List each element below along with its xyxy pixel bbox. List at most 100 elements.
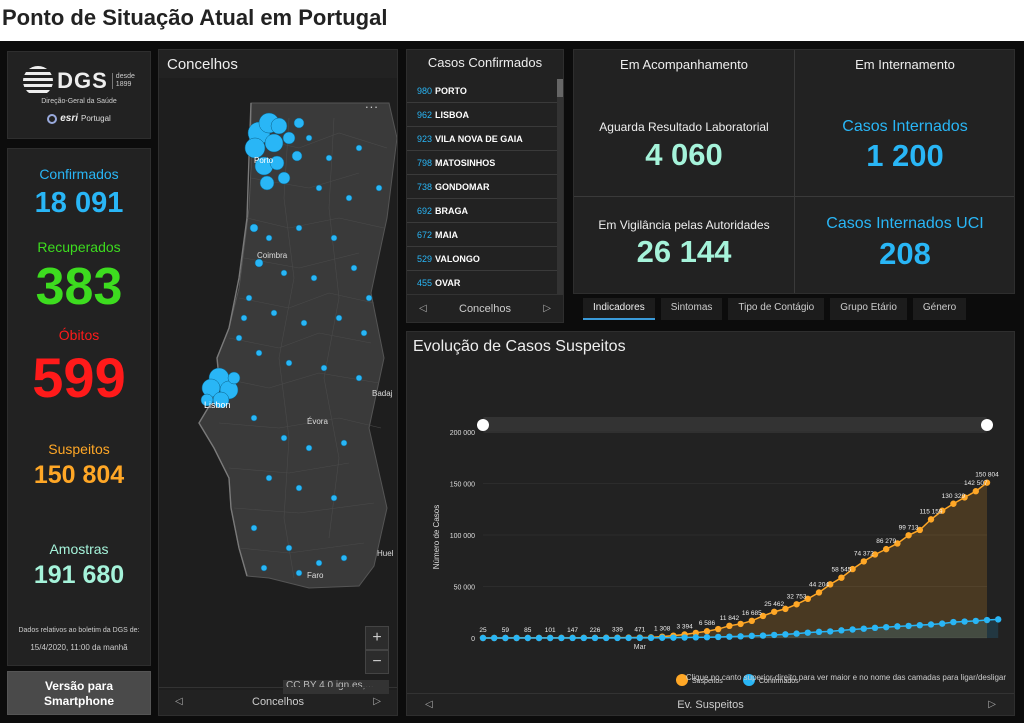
data-point-confirmados[interactable]: [547, 634, 554, 642]
case-list-item[interactable]: 672 MAIA: [407, 223, 557, 247]
data-point-suspeitos[interactable]: [692, 629, 699, 637]
tab-indicadores[interactable]: Indicadores: [583, 298, 655, 320]
range-slider-right-handle[interactable]: [981, 419, 993, 431]
data-point-suspeitos[interactable]: [782, 605, 789, 613]
data-point-confirmados[interactable]: [636, 634, 643, 642]
data-point-confirmados[interactable]: [703, 633, 711, 641]
zoom-in-button[interactable]: +: [365, 626, 389, 650]
data-point-suspeitos[interactable]: [905, 532, 912, 539]
case-list-item[interactable]: 798 MATOSINHOS: [407, 151, 557, 175]
data-point-confirmados[interactable]: [491, 634, 498, 642]
data-point-confirmados[interactable]: [950, 618, 957, 626]
data-point-suspeitos[interactable]: [759, 612, 767, 620]
data-point-confirmados[interactable]: [939, 620, 946, 627]
data-point-confirmados[interactable]: [961, 618, 968, 625]
data-point-confirmados[interactable]: [871, 624, 879, 632]
data-point-confirmados[interactable]: [793, 630, 800, 637]
case-list-item[interactable]: 455 OVAR: [407, 271, 557, 295]
cases-prev-icon[interactable]: ◁: [419, 303, 427, 314]
suspected-cases-chart[interactable]: 0 50 000 100 000 150 000 200 000 Número de Ca…: [407, 362, 1014, 697]
map-more-icon[interactable]: ...: [365, 96, 379, 111]
data-point-confirmados[interactable]: [883, 623, 890, 631]
data-point-confirmados[interactable]: [782, 631, 789, 638]
data-point-confirmados[interactable]: [849, 626, 856, 633]
data-point-confirmados[interactable]: [692, 634, 699, 641]
data-point-confirmados[interactable]: [916, 621, 923, 629]
range-slider-left-handle[interactable]: [477, 419, 489, 431]
case-list-item[interactable]: 529 VALONGO: [407, 247, 557, 271]
data-point-confirmados[interactable]: [838, 627, 845, 634]
legend-marker-suspeitos[interactable]: [676, 674, 688, 686]
case-list-item[interactable]: 692 BRAGA: [407, 199, 557, 223]
data-point-confirmados[interactable]: [860, 625, 867, 632]
data-point-suspeitos[interactable]: [860, 558, 867, 565]
data-point-confirmados[interactable]: [995, 616, 1002, 623]
data-point-confirmados[interactable]: [737, 633, 744, 640]
data-point-suspeitos[interactable]: [804, 595, 811, 603]
cases-scrollbar[interactable]: [557, 79, 563, 294]
data-point-suspeitos[interactable]: [927, 516, 935, 523]
zoom-out-button[interactable]: −: [365, 650, 389, 674]
data-point-confirmados[interactable]: [726, 633, 733, 640]
data-point-confirmados[interactable]: [715, 633, 722, 641]
portugal-map[interactable]: Porto Coimbra Lisbon Évora Faro Badaj Hu…: [159, 78, 397, 690]
data-point-suspeitos[interactable]: [827, 581, 834, 588]
data-point-confirmados[interactable]: [905, 622, 912, 630]
data-point-suspeitos[interactable]: [793, 601, 800, 608]
case-list-item[interactable]: 980 PORTO: [407, 79, 557, 103]
map-prev-icon[interactable]: ◁: [175, 696, 183, 707]
data-point-suspeitos[interactable]: [883, 545, 890, 553]
data-point-confirmados[interactable]: [625, 634, 632, 642]
data-point-confirmados[interactable]: [535, 634, 543, 642]
data-point-confirmados[interactable]: [502, 634, 509, 642]
data-point-suspeitos[interactable]: [871, 551, 879, 558]
data-point-confirmados[interactable]: [558, 634, 565, 642]
case-circles[interactable]: [200, 112, 383, 577]
tab-grupo-etario[interactable]: Grupo Etário: [830, 298, 907, 320]
data-point-suspeitos[interactable]: [726, 622, 733, 630]
data-point-confirmados[interactable]: [771, 631, 778, 639]
data-point-confirmados[interactable]: [670, 634, 677, 641]
tab-tipo-contagio[interactable]: Tipo de Contágio: [728, 298, 825, 320]
data-point-suspeitos[interactable]: [939, 507, 946, 514]
chart-next-icon[interactable]: ▷: [988, 699, 996, 710]
data-point-suspeitos[interactable]: [916, 526, 923, 534]
data-point-confirmados[interactable]: [524, 634, 531, 642]
legend-label-suspeitos[interactable]: Suspeitos: [692, 678, 723, 685]
data-point-suspeitos[interactable]: [849, 565, 856, 573]
data-point-suspeitos[interactable]: [961, 494, 968, 501]
data-point-suspeitos[interactable]: [815, 589, 823, 596]
data-point-confirmados[interactable]: [479, 634, 487, 642]
cases-next-icon[interactable]: ▷: [543, 303, 551, 314]
data-point-suspeitos[interactable]: [715, 625, 722, 633]
case-list-item[interactable]: 923 VILA NOVA DE GAIA: [407, 127, 557, 151]
data-point-suspeitos[interactable]: [748, 617, 755, 625]
smartphone-version-button[interactable]: Versão para Smartphone: [7, 671, 151, 715]
range-slider-track[interactable]: [483, 417, 987, 433]
data-point-suspeitos[interactable]: [771, 608, 778, 615]
data-point-confirmados[interactable]: [815, 628, 823, 636]
data-point-confirmados[interactable]: [647, 634, 655, 642]
data-point-suspeitos[interactable]: [972, 488, 979, 495]
data-point-confirmados[interactable]: [580, 634, 587, 642]
data-point-confirmados[interactable]: [681, 634, 688, 641]
case-list-item[interactable]: 738 GONDOMAR: [407, 175, 557, 199]
data-point-confirmados[interactable]: [894, 623, 901, 630]
data-point-confirmados[interactable]: [659, 634, 666, 641]
data-point-suspeitos[interactable]: [838, 574, 845, 581]
chart-prev-icon[interactable]: ◁: [425, 699, 433, 710]
cases-scroll-thumb[interactable]: [557, 79, 563, 97]
case-list-item[interactable]: 962 LISBOA: [407, 103, 557, 127]
map-area[interactable]: Porto Coimbra Lisbon Évora Faro Badaj Hu…: [159, 78, 397, 690]
map-next-icon[interactable]: ▷: [373, 696, 381, 707]
data-point-confirmados[interactable]: [759, 632, 767, 639]
tab-genero[interactable]: Género: [912, 298, 967, 320]
data-point-confirmados[interactable]: [748, 632, 755, 640]
data-point-confirmados[interactable]: [983, 616, 991, 624]
data-point-confirmados[interactable]: [569, 634, 576, 642]
legend-label-confirmados[interactable]: Confirmados: [759, 678, 799, 685]
tab-sintomas[interactable]: Sintomas: [660, 298, 723, 320]
data-point-suspeitos[interactable]: [983, 479, 991, 486]
data-point-confirmados[interactable]: [603, 634, 610, 642]
data-point-suspeitos[interactable]: [894, 540, 901, 547]
